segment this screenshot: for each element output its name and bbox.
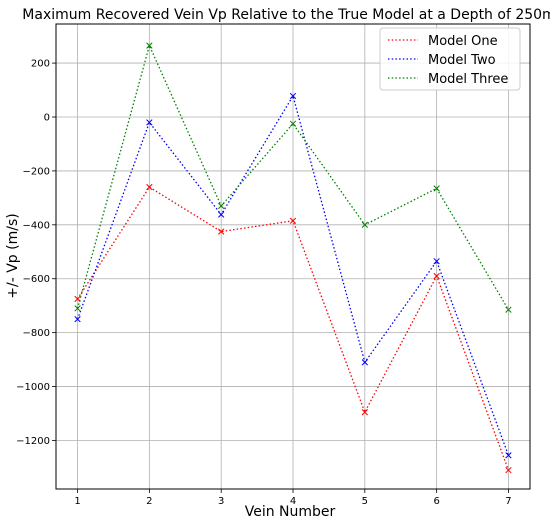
y-tick-label: −1000 [16,382,50,393]
y-tick-label: −600 [23,274,50,285]
data-point-model-three [146,42,153,49]
data-point-model-one [218,228,225,235]
data-point-model-two [289,92,297,100]
y-tick-label: 0 [44,113,50,124]
series-layer [74,42,512,474]
x-tick-label: 4 [290,496,296,507]
data-point-model-two [74,316,81,323]
grid [56,24,530,489]
chart-title: Maximum Recovered Vein Vp Relative to th… [22,7,550,23]
data-point-model-one [146,183,153,191]
y-tick-label: −400 [23,220,50,231]
data-point-model-one [361,409,368,416]
data-point-model-three [505,306,512,313]
data-point-model-three [433,185,440,192]
legend-label-model-two: Model Two [428,53,496,68]
legend: Model One Model Two Model Three [379,27,521,91]
x-tick-label: 2 [146,496,152,507]
legend-label-model-three: Model Three [428,72,508,87]
data-point-model-three [74,305,81,312]
data-point-model-two [505,452,512,459]
ticks: 1 2 3 4 5 6 7 −1200 −1000 −800 −600 −400 −200 0 200 [16,59,511,507]
legend-box [379,27,521,91]
y-tick-label: −800 [23,328,50,339]
x-tick-label: 6 [433,496,439,507]
data-point-model-two [218,211,225,218]
data-point-model-one [289,217,297,224]
y-axis-label: +/- Vp (m/s) [5,213,21,298]
data-point-model-two [361,359,368,366]
data-point-model-one [433,272,440,280]
data-point-model-three [361,221,368,228]
data-point-model-two [146,119,153,126]
data-point-model-three [289,120,297,127]
x-tick-label: 3 [218,496,224,507]
y-tick-label: −200 [23,166,50,177]
x-tick-label: 7 [505,496,511,507]
data-point-model-three [218,202,225,210]
x-tick-label: 1 [74,496,80,507]
x-tick-label: 5 [362,496,368,507]
data-point-model-one [505,466,512,474]
y-tick-label: 200 [31,59,50,70]
data-point-model-two [433,258,440,265]
y-tick-label: −1200 [16,436,50,447]
legend-label-model-one: Model One [428,34,498,49]
x-axis-label: Vein Number [245,504,336,520]
